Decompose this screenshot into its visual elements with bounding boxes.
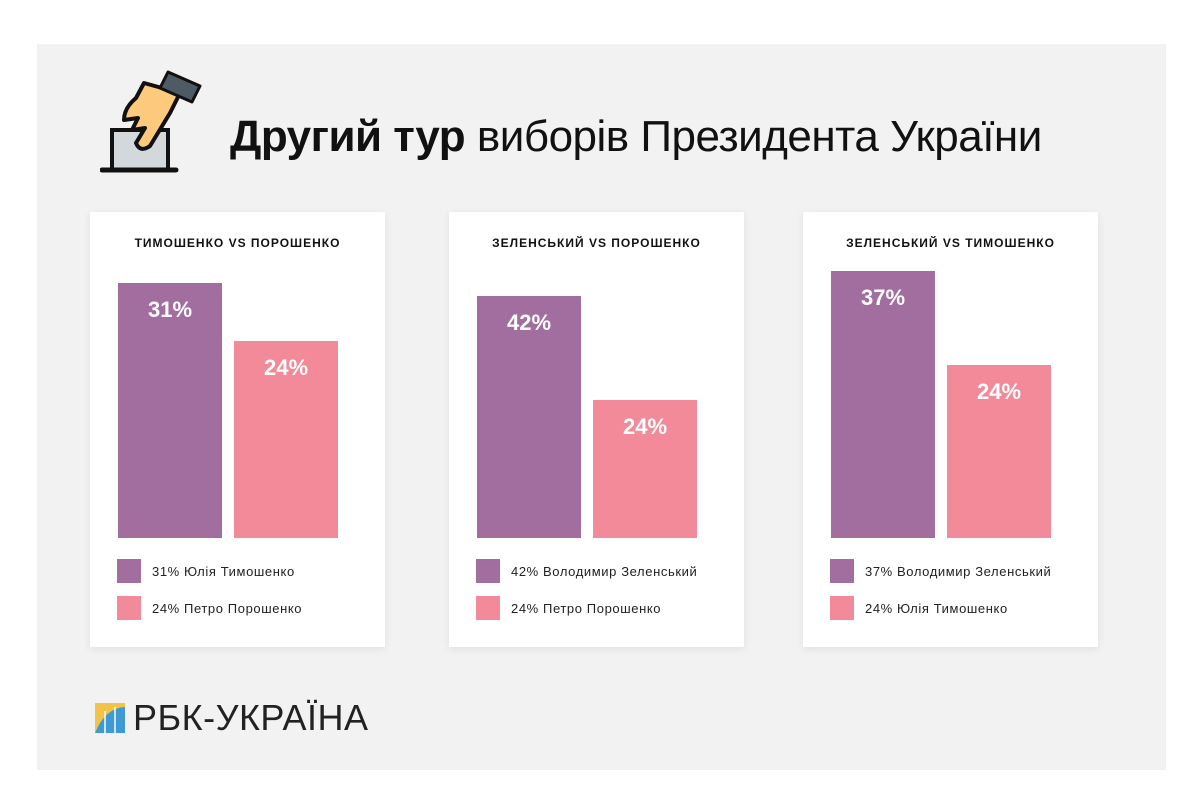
bar: 37% bbox=[831, 270, 935, 538]
logo-mark-icon bbox=[95, 703, 125, 733]
legend-swatch bbox=[117, 559, 141, 583]
legend-label: 37% Володимир Зеленський bbox=[865, 564, 1052, 579]
bar: 24% bbox=[234, 340, 338, 538]
data-label: 24% bbox=[263, 354, 309, 380]
data-label: 42% bbox=[506, 309, 552, 335]
data-label: 24% bbox=[976, 378, 1022, 404]
bar: 24% bbox=[593, 399, 697, 538]
bar: 31% bbox=[118, 282, 222, 538]
legend-swatch bbox=[476, 596, 500, 620]
legend-label: 24% Юлія Тимошенко bbox=[865, 601, 1008, 616]
legend-label: 42% Володимир Зеленський bbox=[511, 564, 698, 579]
chart-card: ТИМОШЕНКО VS ПОРОШЕНКО 31% 31% Юлія Тимоше… bbox=[90, 212, 385, 647]
legend-label: 24% Петро Порошенко bbox=[152, 601, 303, 616]
legend-label: 24% Петро Порошенко bbox=[511, 601, 662, 616]
chart-card: ЗЕЛЕНСЬКИЙ VS ТИМОШЕНКО 37% 37% Володимир … bbox=[803, 212, 1098, 647]
legend-swatch bbox=[830, 596, 854, 620]
legend-swatch bbox=[117, 596, 141, 620]
data-label: 31% bbox=[147, 296, 193, 322]
chart-title: ТИМОШЕНКО VS ПОРОШЕНКО bbox=[134, 236, 341, 250]
page-title: Другий тур виборів Президента України bbox=[230, 112, 1042, 161]
chart-title: ЗЕЛЕНСЬКИЙ VS ТИМОШЕНКО bbox=[846, 236, 1055, 250]
logo: РБК-УКРАЇНА bbox=[95, 697, 369, 739]
ballot-box-icon bbox=[100, 70, 202, 173]
chart-title: ЗЕЛЕНСЬКИЙ VS ПОРОШЕНКО bbox=[492, 236, 701, 250]
bar: 24% bbox=[947, 364, 1051, 538]
legend-swatch bbox=[476, 559, 500, 583]
chart-card: ЗЕЛЕНСЬКИЙ VS ПОРОШЕНКО 42% 42% Володимир … bbox=[449, 212, 744, 647]
bar: 42% bbox=[477, 295, 581, 538]
legend-label: 31% Юлія Тимошенко bbox=[152, 564, 295, 579]
legend-swatch bbox=[830, 559, 854, 583]
data-label: 24% bbox=[622, 413, 668, 439]
data-label: 37% bbox=[860, 284, 906, 310]
